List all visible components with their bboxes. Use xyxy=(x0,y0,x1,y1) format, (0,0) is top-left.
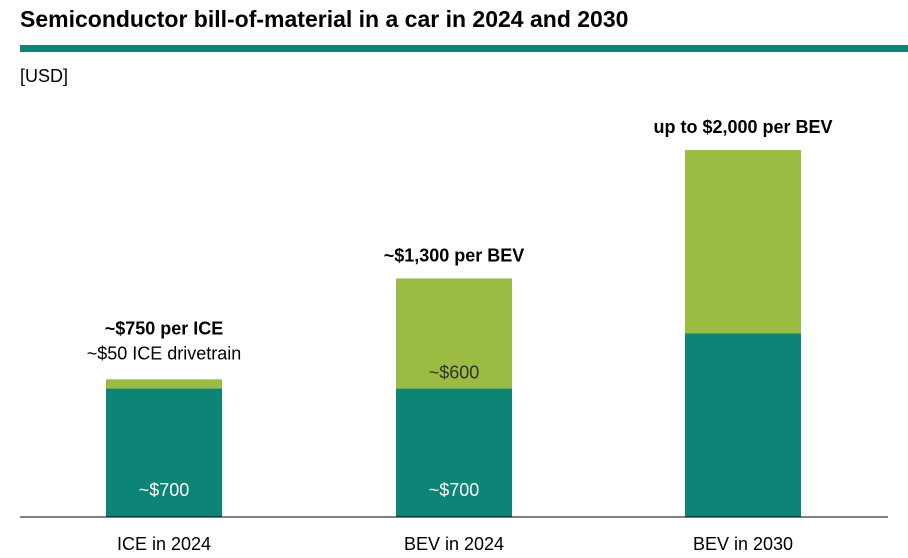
x-tick-label: ICE in 2024 xyxy=(117,534,211,554)
bar-segment xyxy=(396,278,512,389)
total-label: ~$750 per ICE xyxy=(105,318,224,338)
data-label: ~$700 xyxy=(139,480,190,500)
data-label: ~$600 xyxy=(429,363,480,383)
x-tick-label: BEV in 2030 xyxy=(693,534,793,554)
bar-segment xyxy=(685,333,801,517)
total-label: up to $2,000 per BEV xyxy=(653,117,832,137)
bar-segment xyxy=(685,150,801,334)
data-label: ~$700 xyxy=(429,480,480,500)
total-sublabel: ~$50 ICE drivetrain xyxy=(87,343,242,363)
title-rule xyxy=(20,45,908,52)
bar-segment xyxy=(396,388,512,517)
page-title: Semiconductor bill-of-material in a car … xyxy=(20,6,629,32)
unit-label: [USD] xyxy=(20,66,69,86)
x-tick-label: BEV in 2024 xyxy=(404,534,504,554)
total-label: ~$1,300 per BEV xyxy=(384,245,525,265)
bar-segment xyxy=(106,379,222,389)
bar-segment xyxy=(106,388,222,517)
